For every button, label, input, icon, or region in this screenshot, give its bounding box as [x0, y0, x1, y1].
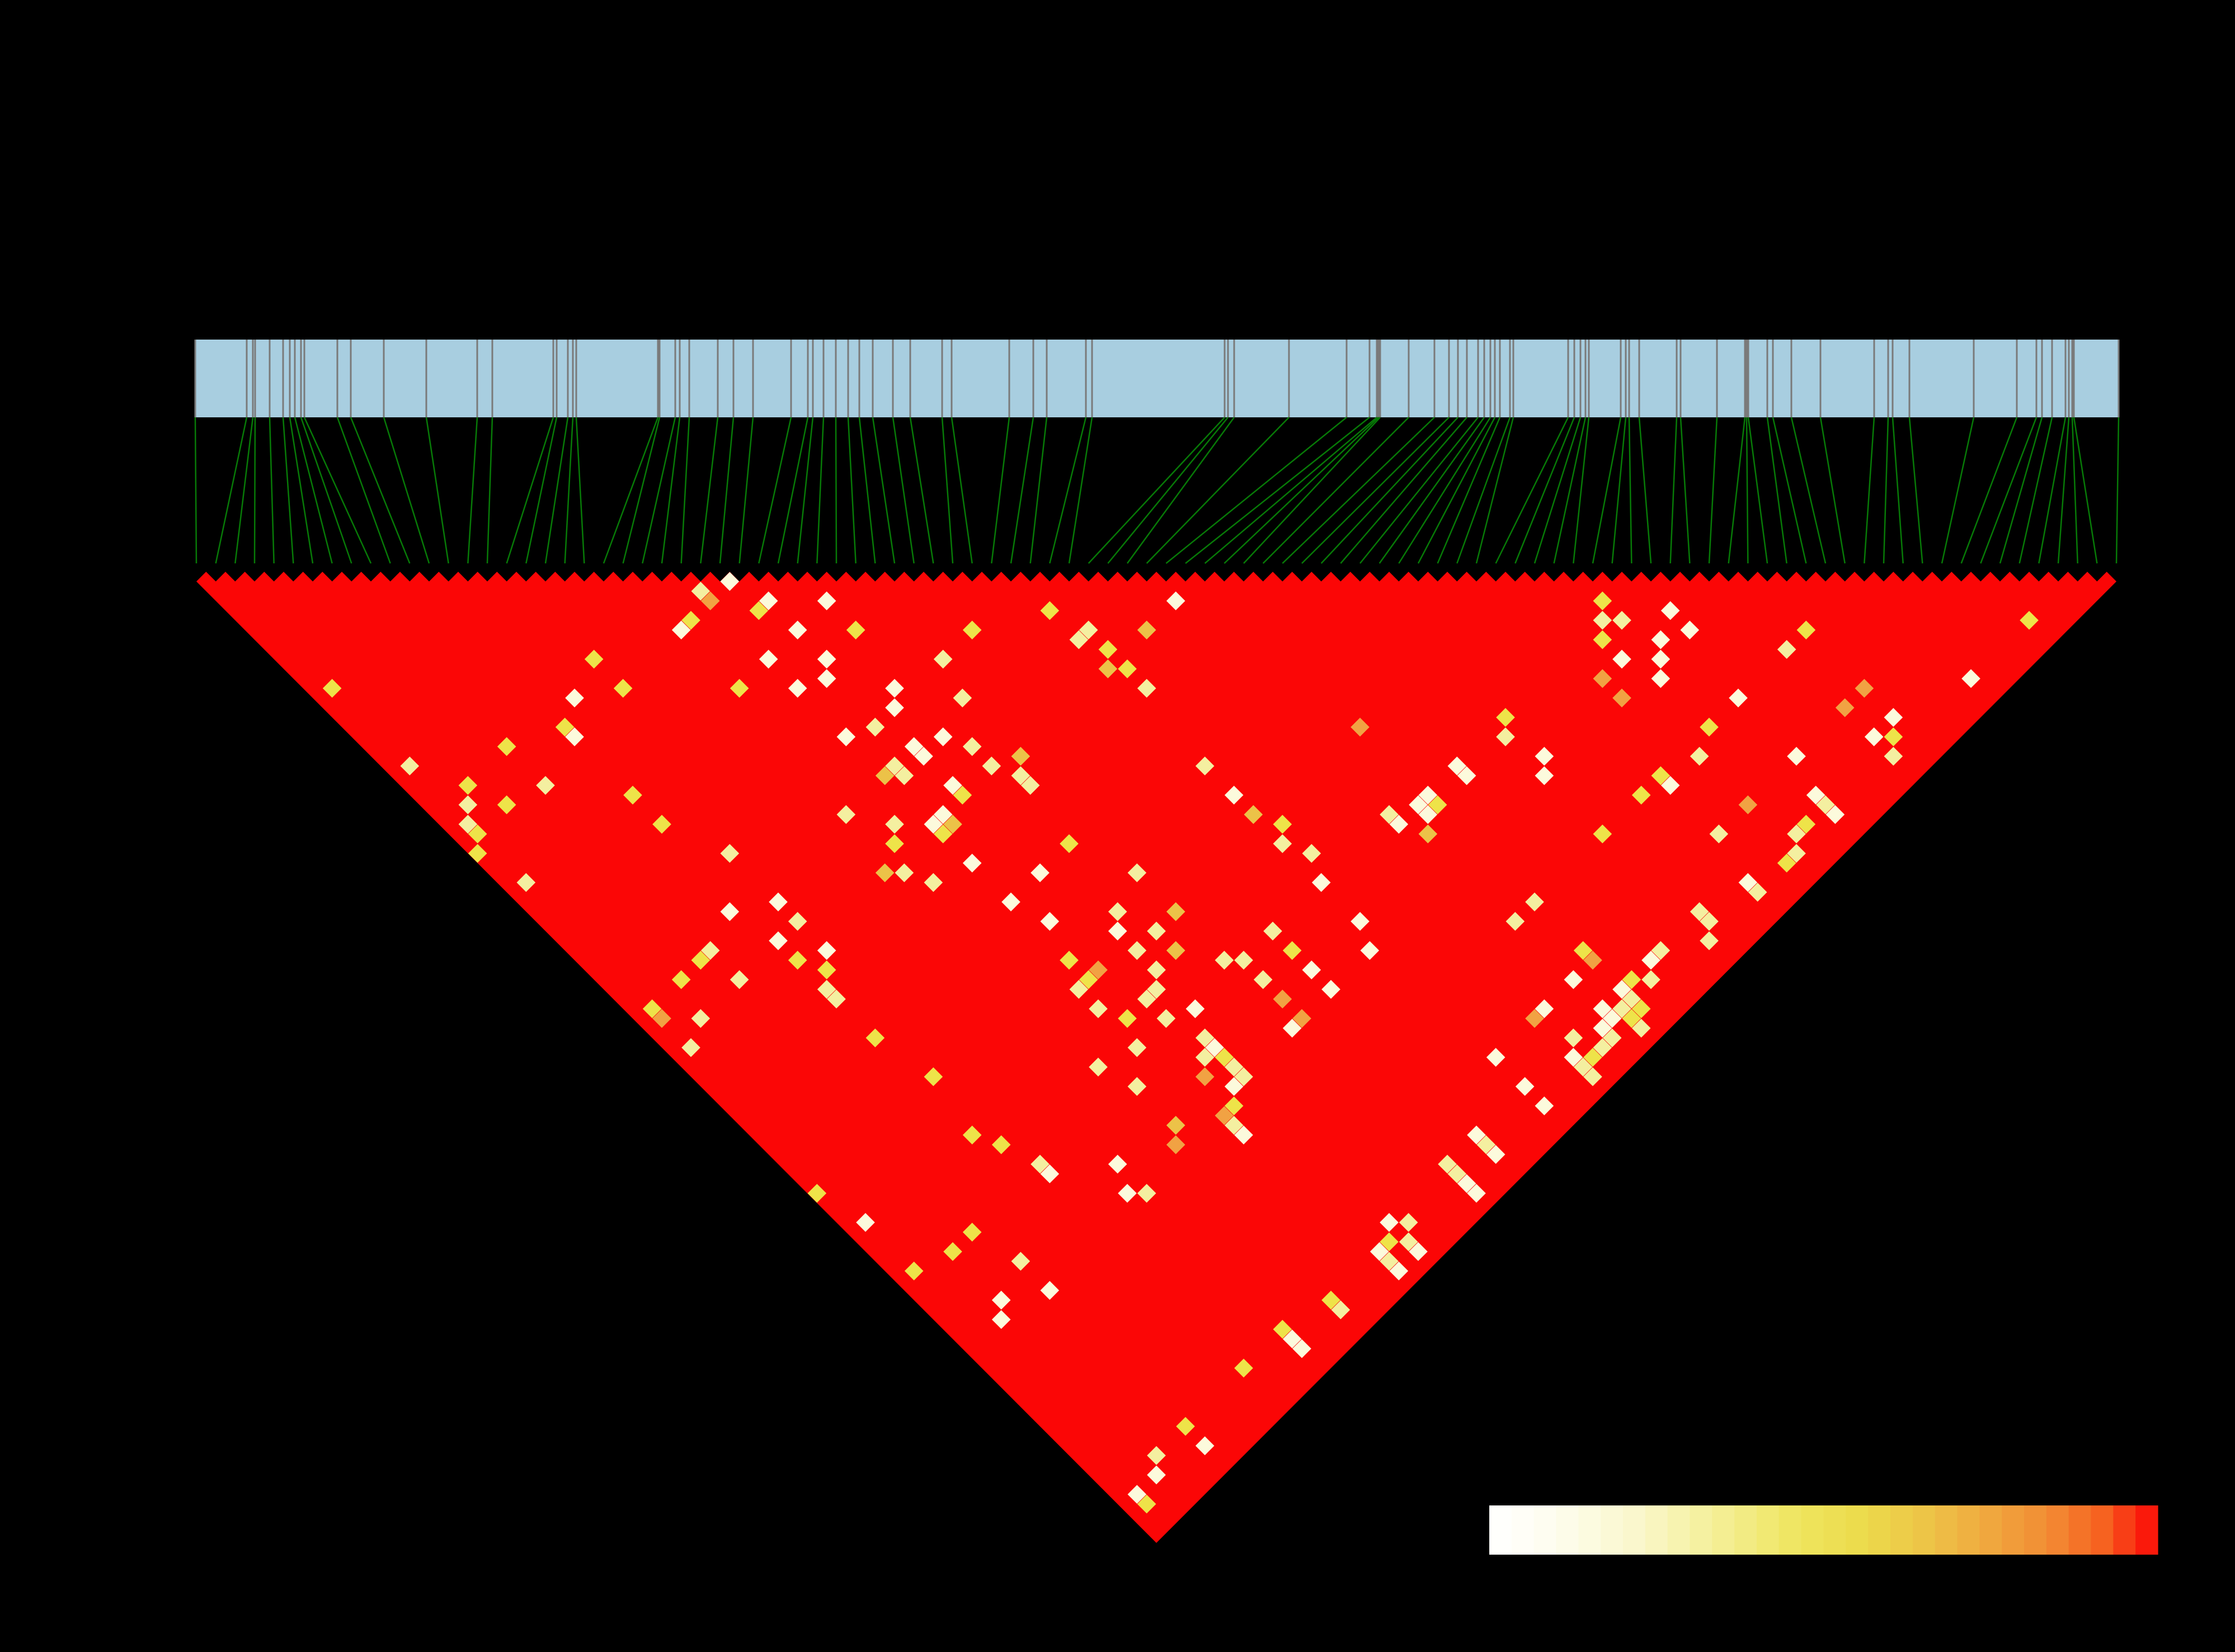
ld-triangle-matrix: [196, 572, 2117, 1543]
ld-low-value-cells: [322, 572, 2039, 1514]
snp-position-ticks: [194, 340, 2120, 417]
snp-connector-lines: [194, 417, 2120, 564]
color-key-gradient-bar: [1489, 1505, 2158, 1555]
genomic-position-bar: [195, 340, 2119, 417]
